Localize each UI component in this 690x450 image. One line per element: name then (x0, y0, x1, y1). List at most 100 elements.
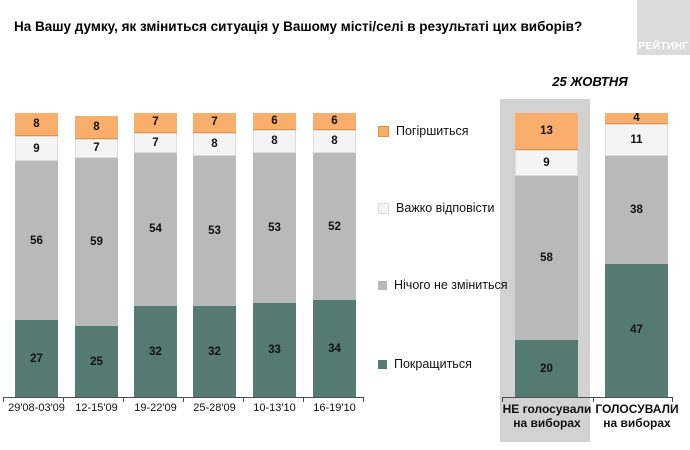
bar-segment-improve: 33 (253, 303, 296, 397)
category-label: 29'08-03'09 (8, 402, 65, 414)
bar-october-1: 47 38 11 4 (605, 113, 668, 397)
axis-tick (183, 397, 184, 402)
category-label: 10-13'10 (253, 402, 296, 414)
bar-segment-worsen: 6 (253, 113, 296, 131)
bar-segment-no_change: 53 (193, 155, 236, 307)
october-header: 25 ЖОВТНЯ (552, 74, 628, 89)
chart-title: На Вашу думку, як зміниться ситуація у В… (14, 19, 583, 34)
bar-segment-improve: 27 (15, 320, 58, 397)
bar-waves-3: 32 53 8 7 (193, 113, 236, 397)
segment-value-label: 7 (152, 116, 159, 129)
segment-value-label: 7 (211, 116, 218, 129)
segment-value-label: 6 (331, 115, 338, 128)
rating-logo-text: РЕЙТИНГ (638, 41, 689, 52)
segment-value-label: 11 (630, 134, 643, 147)
legend-item-no_change: Нічого не зміниться (378, 278, 508, 292)
legend-swatch-worsen (378, 125, 389, 137)
bar-segment-improve: 32 (193, 306, 236, 397)
bar-segment-hard_to_say: 11 (605, 124, 668, 156)
bar-segment-hard_to_say: 7 (134, 132, 177, 153)
category-label: 16-19'10 (313, 402, 356, 414)
legend-item-hard_to_say: Важко відповісти (378, 201, 495, 215)
segment-value-label: 8 (93, 120, 100, 133)
category-label: 25-28'09 (193, 402, 236, 414)
axis-tick (243, 397, 244, 402)
bar-segment-no_change: 53 (253, 152, 296, 304)
segment-value-label: 8 (211, 138, 218, 151)
segment-value-label: 27 (30, 352, 43, 365)
legend-label: Важко відповісти (396, 201, 495, 215)
bar-waves-5: 34 52 8 6 (313, 113, 356, 397)
legend-item-improve: Покращиться (378, 357, 472, 371)
segment-value-label: 59 (90, 236, 103, 249)
bar-waves-0: 27 56 9 8 (15, 113, 58, 397)
segment-value-label: 32 (208, 345, 221, 358)
segment-value-label: 25 (90, 355, 103, 368)
rating-logo: РЕЙТИНГ (637, 0, 690, 55)
legend-swatch-hard_to_say (378, 202, 389, 214)
legend-swatch-improve (378, 359, 387, 369)
bar-segment-hard_to_say: 8 (253, 130, 296, 153)
bar-segment-improve: 47 (605, 263, 668, 397)
segment-value-label: 58 (540, 251, 553, 264)
bar-waves-1: 25 59 7 8 (75, 115, 118, 397)
bar-segment-hard_to_say: 8 (313, 130, 356, 153)
segment-value-label: 56 (30, 234, 43, 247)
axis-tick (672, 397, 673, 402)
axis-tick (502, 397, 503, 402)
segment-value-label: 8 (331, 135, 338, 148)
bar-segment-improve: 34 (313, 300, 356, 397)
bar-waves-4: 33 53 8 6 (253, 113, 296, 397)
bar-segment-hard_to_say: 7 (75, 138, 118, 159)
bar-segment-no_change: 38 (605, 155, 668, 264)
bar-segment-hard_to_say: 8 (193, 132, 236, 156)
axis-tick (593, 397, 594, 402)
axis-tick (63, 397, 64, 402)
legend-item-worsen: Погіршиться (378, 124, 469, 138)
bar-segment-worsen: 8 (75, 115, 118, 139)
segment-value-label: 9 (33, 142, 40, 155)
axis-tick (363, 397, 364, 402)
category-label: 12-15'09 (75, 402, 118, 414)
bar-segment-worsen: 7 (134, 112, 177, 133)
bar-segment-no_change: 56 (15, 161, 58, 321)
bar-segment-worsen: 4 (605, 113, 668, 125)
segment-value-label: 53 (208, 224, 221, 237)
bar-segment-no_change: 58 (515, 175, 578, 341)
segment-value-label: 9 (543, 156, 550, 169)
segment-value-label: 53 (268, 222, 281, 235)
bar-waves-2: 32 54 7 7 (134, 112, 177, 397)
segment-value-label: 54 (149, 223, 162, 236)
bar-segment-improve: 32 (134, 306, 177, 397)
bar-segment-worsen: 13 (515, 113, 578, 150)
bar-segment-no_change: 59 (75, 158, 118, 326)
bar-segment-worsen: 8 (15, 113, 58, 136)
legend-label: Покращиться (394, 357, 472, 371)
axis-tick (123, 397, 124, 402)
category-label: 19-22'09 (134, 402, 177, 414)
axis-tick (3, 397, 4, 402)
category-label: ГОЛОСУВАЛИ на виборах (595, 402, 679, 430)
bar-segment-improve: 20 (515, 340, 578, 397)
bar-october-0: 20 58 9 13 (515, 113, 578, 397)
legend-swatch-no_change (378, 280, 387, 290)
segment-value-label: 47 (630, 324, 643, 337)
segment-value-label: 32 (149, 345, 162, 358)
bar-segment-worsen: 6 (313, 113, 356, 131)
segment-value-label: 13 (540, 124, 553, 137)
segment-value-label: 34 (328, 342, 341, 355)
x-axis-line (502, 397, 672, 398)
segment-value-label: 4 (633, 113, 640, 125)
segment-value-label: 6 (271, 115, 278, 128)
segment-value-label: 20 (540, 362, 553, 375)
legend-label: Нічого не зміниться (394, 278, 508, 292)
legend-label: Погіршиться (396, 124, 469, 138)
segment-value-label: 8 (271, 135, 278, 148)
bar-segment-no_change: 54 (134, 152, 177, 307)
bar-segment-no_change: 52 (313, 152, 356, 301)
segment-value-label: 7 (93, 142, 100, 155)
segment-value-label: 8 (33, 117, 40, 130)
bar-segment-hard_to_say: 9 (15, 135, 58, 162)
segment-value-label: 38 (630, 203, 643, 216)
